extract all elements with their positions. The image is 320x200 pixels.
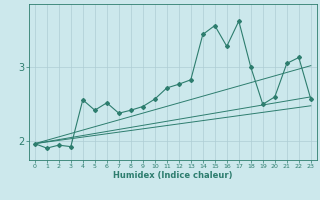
X-axis label: Humidex (Indice chaleur): Humidex (Indice chaleur): [113, 171, 233, 180]
